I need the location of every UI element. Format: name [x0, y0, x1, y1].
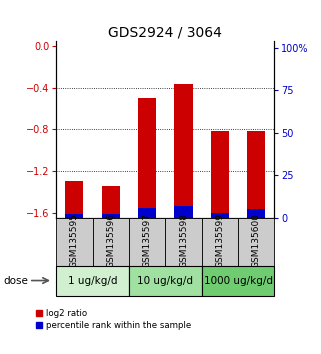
Bar [129, 266, 202, 296]
Text: GSM135600: GSM135600 [252, 213, 261, 268]
Bar [174, 85, 193, 218]
Bar [202, 218, 238, 266]
Text: GSM135599: GSM135599 [215, 213, 224, 268]
Bar [211, 131, 229, 218]
Text: GSM135595: GSM135595 [70, 213, 79, 268]
Title: GDS2924 / 3064: GDS2924 / 3064 [108, 25, 222, 40]
Bar [211, 213, 229, 218]
Bar [165, 218, 202, 266]
Bar [65, 214, 83, 218]
Bar [138, 207, 156, 218]
Bar [174, 206, 193, 218]
Bar [56, 218, 92, 266]
Bar [102, 187, 120, 218]
Bar [247, 209, 265, 218]
Text: dose: dose [3, 276, 28, 286]
Text: 1 ug/kg/d: 1 ug/kg/d [68, 275, 117, 286]
Text: 10 ug/kg/d: 10 ug/kg/d [137, 275, 193, 286]
Bar [138, 98, 156, 218]
Text: GSM135597: GSM135597 [143, 213, 152, 268]
Bar [202, 266, 274, 296]
Bar [56, 266, 129, 296]
Bar [129, 218, 165, 266]
Text: GSM135596: GSM135596 [106, 213, 115, 268]
Bar [102, 214, 120, 218]
Bar [238, 218, 274, 266]
Bar [65, 181, 83, 218]
Text: 1000 ug/kg/d: 1000 ug/kg/d [204, 275, 273, 286]
Bar [92, 218, 129, 266]
Bar [247, 131, 265, 218]
Text: GSM135598: GSM135598 [179, 213, 188, 268]
Legend: log2 ratio, percentile rank within the sample: log2 ratio, percentile rank within the s… [36, 309, 191, 330]
